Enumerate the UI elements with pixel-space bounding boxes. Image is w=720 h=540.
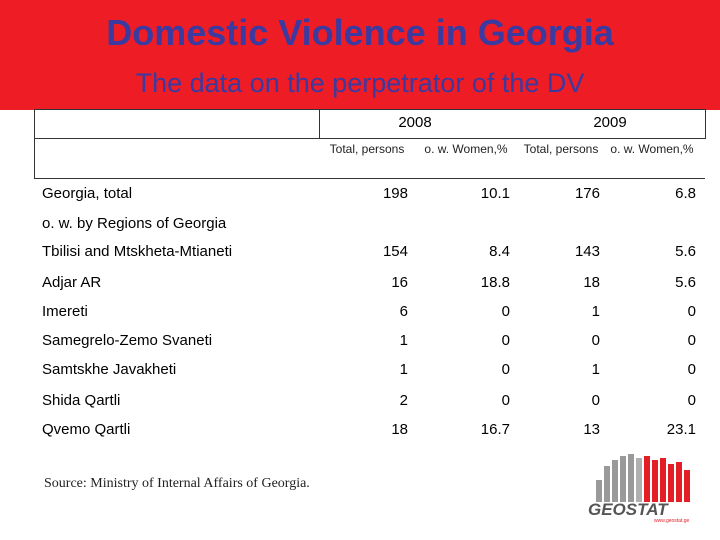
year-2009-header: 2009 <box>593 114 627 131</box>
cell-value: 0 <box>591 332 600 349</box>
cell-value: 0 <box>501 392 510 409</box>
row-label: Shida Qartli <box>42 392 121 409</box>
year-2008-header: 2008 <box>398 114 432 131</box>
cell-value: 18 <box>583 274 600 291</box>
cell-value: 154 <box>382 243 408 260</box>
cell-value: 18 <box>391 421 408 438</box>
cell-value: 0 <box>687 332 696 349</box>
col-2008-total-persons: Total, persons <box>329 142 405 156</box>
cell-value: 0 <box>591 392 600 409</box>
row-label: Samegrelo-Zemo Svaneti <box>42 332 213 349</box>
cell-value: 143 <box>574 243 600 260</box>
cell-value: 8.4 <box>489 243 510 260</box>
row-label: Tbilisi and Mtskheta-Mtianeti <box>42 243 233 260</box>
col-2008-women-pct: o. w. Women,% <box>424 142 508 156</box>
cell-value: 0 <box>687 361 696 378</box>
col-2009-total-persons: Total, persons <box>523 142 599 156</box>
page-subtitle: The data on the perpetrator of the DV <box>135 68 585 98</box>
title-banner <box>0 0 720 110</box>
cell-value: 1 <box>399 332 408 349</box>
table-frame-left <box>34 137 35 179</box>
year-header-row <box>34 109 706 139</box>
cell-value: 16.7 <box>480 421 510 438</box>
row-label: Adjar AR <box>42 274 102 291</box>
cell-value: 2 <box>399 392 408 409</box>
year-divider <box>319 110 320 138</box>
cell-value: 176 <box>574 185 600 202</box>
cell-value: 1 <box>591 361 600 378</box>
col-2009-women-pct: o. w. Women,% <box>610 142 694 156</box>
cell-value: 198 <box>382 185 408 202</box>
logo-url: www.geostat.ge <box>654 518 690 524</box>
cell-value: 5.6 <box>675 274 696 291</box>
cell-value: 0 <box>687 392 696 409</box>
cell-value: 13 <box>583 421 600 438</box>
cell-value: 0 <box>501 361 510 378</box>
table-frame-bottom <box>34 178 705 179</box>
geostat-logo: GEOSTAT www.geostat.ge <box>588 454 690 524</box>
cell-value: 1 <box>591 303 600 320</box>
cell-value: 18.8 <box>480 274 510 291</box>
source-note: Source: Ministry of Internal Affairs of … <box>44 476 310 491</box>
row-label: Georgia, total <box>42 185 133 202</box>
row-label: Imereti <box>42 303 88 320</box>
section-label: o. w. by Regions of Georgia <box>42 215 227 232</box>
cell-value: 6 <box>399 303 408 320</box>
row-label: Qvemo Qartli <box>42 421 131 438</box>
cell-value: 10.1 <box>480 185 510 202</box>
row-label: Samtskhe Javakheti <box>42 361 177 378</box>
cell-value: 0 <box>501 303 510 320</box>
cell-value: 0 <box>687 303 696 320</box>
cell-value: 0 <box>501 332 510 349</box>
cell-value: 6.8 <box>675 185 696 202</box>
logo-text: GEOSTAT <box>588 500 669 519</box>
cell-value: 5.6 <box>675 243 696 260</box>
page-title: Domestic Violence in Georgia <box>106 12 614 53</box>
logo-bars-icon <box>596 454 690 502</box>
cell-value: 23.1 <box>666 421 696 438</box>
cell-value: 16 <box>391 274 408 291</box>
cell-value: 1 <box>399 361 408 378</box>
